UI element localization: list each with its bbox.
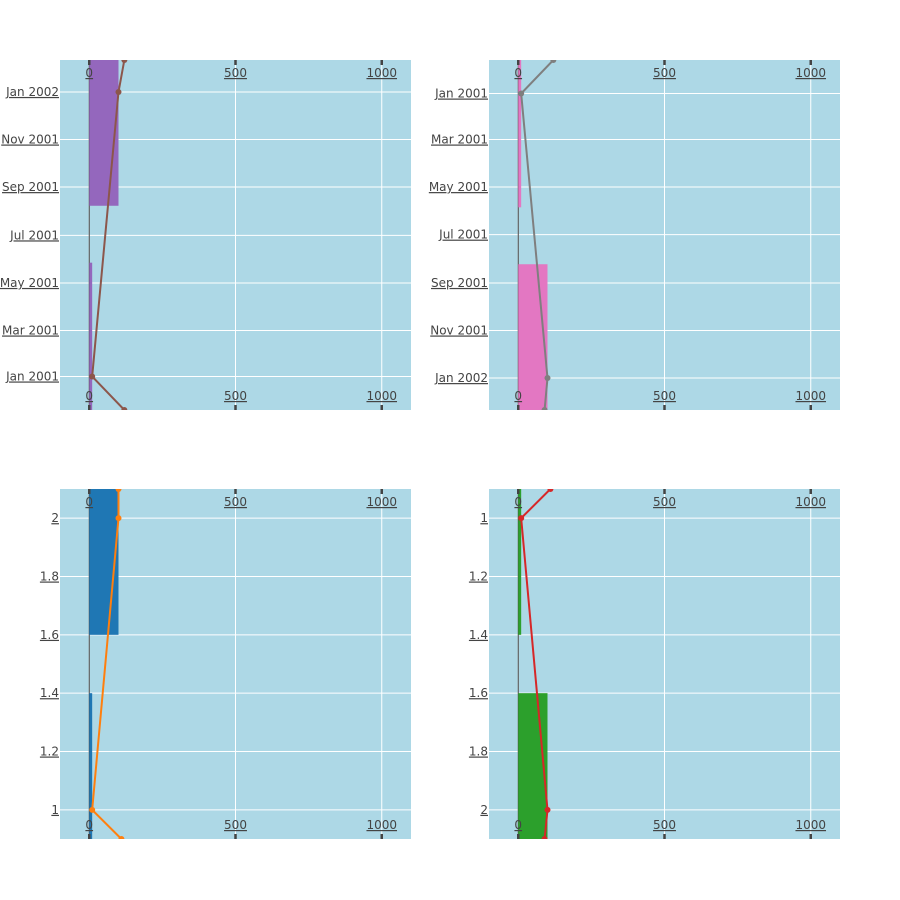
line-point xyxy=(518,90,525,97)
bar xyxy=(89,693,93,839)
y-tick-label: May 2001 xyxy=(429,180,488,194)
x-tick-label-top: 500 xyxy=(224,495,247,509)
y-tick-label: 1.6 xyxy=(469,686,488,700)
x-tick-label-bottom: 500 xyxy=(224,818,247,832)
y-tick-label: 1.4 xyxy=(40,686,59,700)
plot-area xyxy=(518,60,557,410)
y-tick-label: Jan 2002 xyxy=(434,371,488,385)
x-tick-label-bottom: 0 xyxy=(85,818,93,832)
line-point xyxy=(115,515,122,522)
bar xyxy=(89,489,119,635)
x-tick-label-bottom: 0 xyxy=(85,389,93,403)
y-tick-label: May 2001 xyxy=(0,276,59,290)
line-series xyxy=(91,60,126,410)
line-series xyxy=(520,60,555,410)
plot-area xyxy=(518,489,554,839)
x-tick-label-bottom: 500 xyxy=(653,818,676,832)
y-tick-label: Nov 2001 xyxy=(1,133,59,147)
line-point xyxy=(550,60,557,63)
x-tick-label-top: 500 xyxy=(224,66,247,80)
subplot-1: 0 0 500 500 1000 1000 Jan 2001 Mar 2001 May 2001… xyxy=(0,60,411,410)
y-tick-label: Jan 2001 xyxy=(434,87,488,101)
x-tick-label-top: 0 xyxy=(85,495,93,509)
x-tick-label-bottom: 500 xyxy=(224,389,247,403)
x-tick-label-top: 500 xyxy=(653,495,676,509)
y-tick-label: Mar 2001 xyxy=(431,133,488,147)
y-tick-label: 1.6 xyxy=(40,628,59,642)
y-tick-label: Jan 2002 xyxy=(5,85,59,99)
bar xyxy=(89,60,119,206)
x-tick-label-bottom: 1000 xyxy=(795,818,826,832)
x-tick-label-top: 1000 xyxy=(795,495,826,509)
x-tick-label-bottom: 500 xyxy=(653,389,676,403)
x-tick-label-bottom: 1000 xyxy=(366,389,397,403)
x-tick-label-top: 0 xyxy=(85,66,93,80)
line-point xyxy=(544,806,551,813)
y-tick-label: Jul 2001 xyxy=(9,228,59,242)
line-point xyxy=(89,806,96,813)
subplot-2: 0 0 500 500 1000 1000 Jan 2001 Mar 2001 May 2001… xyxy=(429,60,840,410)
line-point xyxy=(115,88,122,95)
bar xyxy=(518,693,548,839)
y-tick-label: 1 xyxy=(480,511,488,525)
y-tick-label: 1.8 xyxy=(469,745,488,759)
line-point xyxy=(118,836,125,839)
line-series xyxy=(91,489,123,839)
line-point xyxy=(121,60,128,63)
line-point xyxy=(541,407,548,410)
line-point xyxy=(89,373,96,380)
y-tick-label: 1.2 xyxy=(469,570,488,584)
bar xyxy=(89,262,93,410)
line-point xyxy=(544,375,551,382)
y-tick-label: Nov 2001 xyxy=(430,323,488,337)
y-tick-label: Mar 2001 xyxy=(2,323,59,337)
y-tick-label: Sep 2001 xyxy=(431,276,488,290)
plot-area xyxy=(89,60,128,410)
line-point xyxy=(121,407,128,410)
y-tick-label: 1 xyxy=(51,803,59,817)
x-tick-label-bottom: 1000 xyxy=(366,818,397,832)
x-tick-label-top: 0 xyxy=(514,66,522,80)
y-tick-label: Jul 2001 xyxy=(438,228,488,242)
y-tick-label: Jan 2001 xyxy=(5,369,59,383)
plot-area xyxy=(89,489,125,839)
bar xyxy=(518,264,548,410)
line-point xyxy=(115,489,122,492)
line-point xyxy=(518,515,525,522)
y-tick-label: 1.2 xyxy=(40,745,59,759)
line-point xyxy=(547,489,554,492)
x-tick-label-bottom: 1000 xyxy=(795,389,826,403)
x-tick-label-top: 1000 xyxy=(366,495,397,509)
y-tick-label: 1.4 xyxy=(469,628,488,642)
y-tick-label: 2 xyxy=(51,511,59,525)
bar xyxy=(518,60,522,208)
subplot-4: 0 0 500 500 1000 1000 1 1.2 1.4 1.6 1.8 2 xyxy=(469,489,840,839)
line-point xyxy=(541,836,548,839)
bar xyxy=(518,489,522,635)
x-tick-label-top: 500 xyxy=(653,66,676,80)
y-tick-label: Sep 2001 xyxy=(2,180,59,194)
y-tick-label: 1.8 xyxy=(40,570,59,584)
x-tick-label-top: 1000 xyxy=(366,66,397,80)
line-series xyxy=(520,489,552,839)
y-tick-label: 2 xyxy=(480,803,488,817)
subplot-3: 0 0 500 500 1000 1000 1 1.2 1.4 1.6 1.8 2 xyxy=(40,489,411,839)
x-tick-label-top: 0 xyxy=(514,495,522,509)
x-tick-label-top: 1000 xyxy=(795,66,826,80)
x-tick-label-bottom: 0 xyxy=(514,389,522,403)
x-tick-label-bottom: 0 xyxy=(514,818,522,832)
